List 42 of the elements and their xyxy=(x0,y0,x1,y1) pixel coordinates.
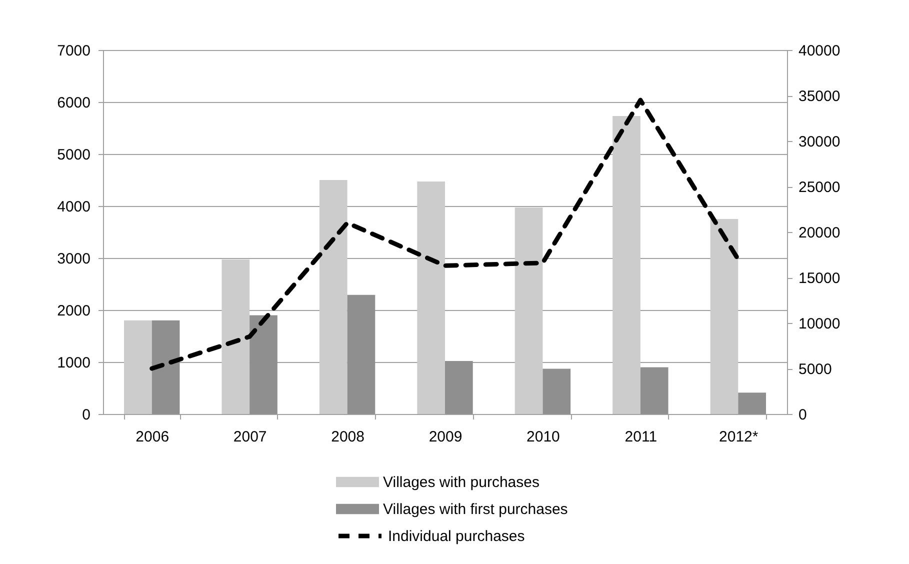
y-tick-label: 3000 xyxy=(57,250,90,268)
y2-tick-label: 10000 xyxy=(798,316,840,332)
y2-tick-label: 0 xyxy=(798,406,807,424)
y-tick-label: 0 xyxy=(82,406,90,424)
y2-tick-label: 15000 xyxy=(798,270,840,287)
y-tick-label: 1000 xyxy=(57,354,90,372)
x-tick-label: 2009 xyxy=(428,428,462,446)
y2-tick-label: 20000 xyxy=(798,224,840,242)
x-tick-label: 2006 xyxy=(136,428,170,446)
x-tick-label: 2008 xyxy=(331,428,364,446)
y2-tick-label: 25000 xyxy=(798,179,840,196)
bar xyxy=(250,315,278,414)
bar xyxy=(124,320,152,414)
y2-tick-label: 30000 xyxy=(798,134,840,150)
bar xyxy=(514,208,543,414)
y2-tick-label: 40000 xyxy=(798,42,840,60)
bar xyxy=(640,367,668,414)
bar xyxy=(222,260,250,414)
y2-tick-label: 35000 xyxy=(798,88,840,105)
bar xyxy=(152,320,180,414)
bar xyxy=(417,182,445,414)
x-tick-label: 2011 xyxy=(624,428,658,446)
x-tick-label: 2012* xyxy=(719,428,758,446)
y-tick-label: 4000 xyxy=(57,198,90,216)
y-tick-label: 2000 xyxy=(57,302,90,320)
line-series xyxy=(150,98,740,371)
bar xyxy=(710,219,738,414)
x-tick-label: 2007 xyxy=(233,428,267,446)
x-tick-label: 2010 xyxy=(526,428,560,446)
y-tick-label: 7000 xyxy=(57,42,90,60)
bar xyxy=(445,360,473,414)
bar xyxy=(347,294,376,414)
bar xyxy=(319,180,348,414)
legend-label: Individual purchases xyxy=(388,528,525,545)
bar xyxy=(738,392,766,414)
bar xyxy=(612,116,640,414)
y-tick-label: 5000 xyxy=(57,146,90,164)
legend-label: Villages with purchases xyxy=(383,474,540,491)
y2-tick-label: 5000 xyxy=(798,361,832,378)
bar xyxy=(542,368,571,414)
y-tick-label: 6000 xyxy=(57,94,90,112)
legend-label: Villages with first purchases xyxy=(383,501,568,518)
